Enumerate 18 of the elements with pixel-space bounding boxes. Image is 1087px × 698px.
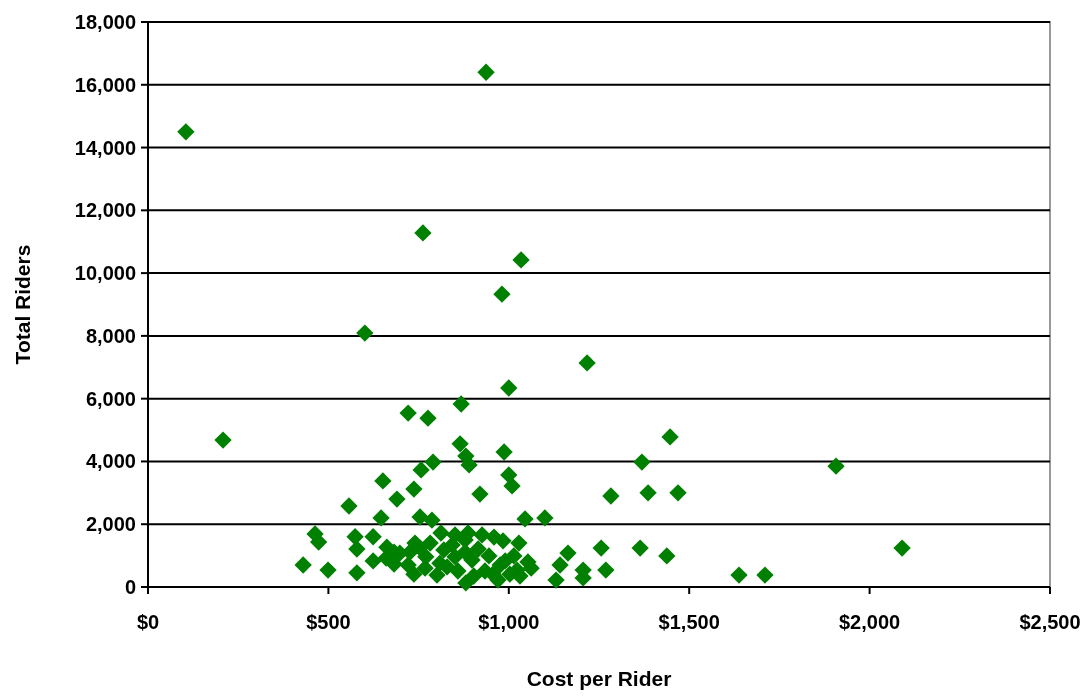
y-tick-label: 8,000 [85, 324, 136, 347]
y-tick-label: 12,000 [74, 199, 136, 222]
y-tick-label: 2,000 [85, 513, 136, 536]
x-tick-label: $1,500 [658, 611, 720, 633]
y-tick-label: 10,000 [74, 262, 136, 285]
y-tick-label: 4,000 [85, 450, 136, 473]
y-tick-label: 16,000 [74, 73, 136, 96]
x-tick-label: $500 [306, 611, 351, 633]
x-tick-label: $2,000 [839, 611, 901, 633]
x-tick-label: $2,500 [1019, 611, 1081, 633]
x-tick-label: $1,000 [478, 611, 540, 633]
y-axis-title: Total Riders [11, 244, 34, 365]
y-tick-label: 6,000 [85, 387, 136, 410]
y-tick-label: 14,000 [74, 136, 136, 159]
x-axis-title: Cost per Rider [526, 667, 672, 690]
x-tick-label: $0 [136, 611, 160, 633]
y-tick-label: 18,000 [74, 11, 136, 33]
y-tick-label: 0 [124, 576, 136, 598]
